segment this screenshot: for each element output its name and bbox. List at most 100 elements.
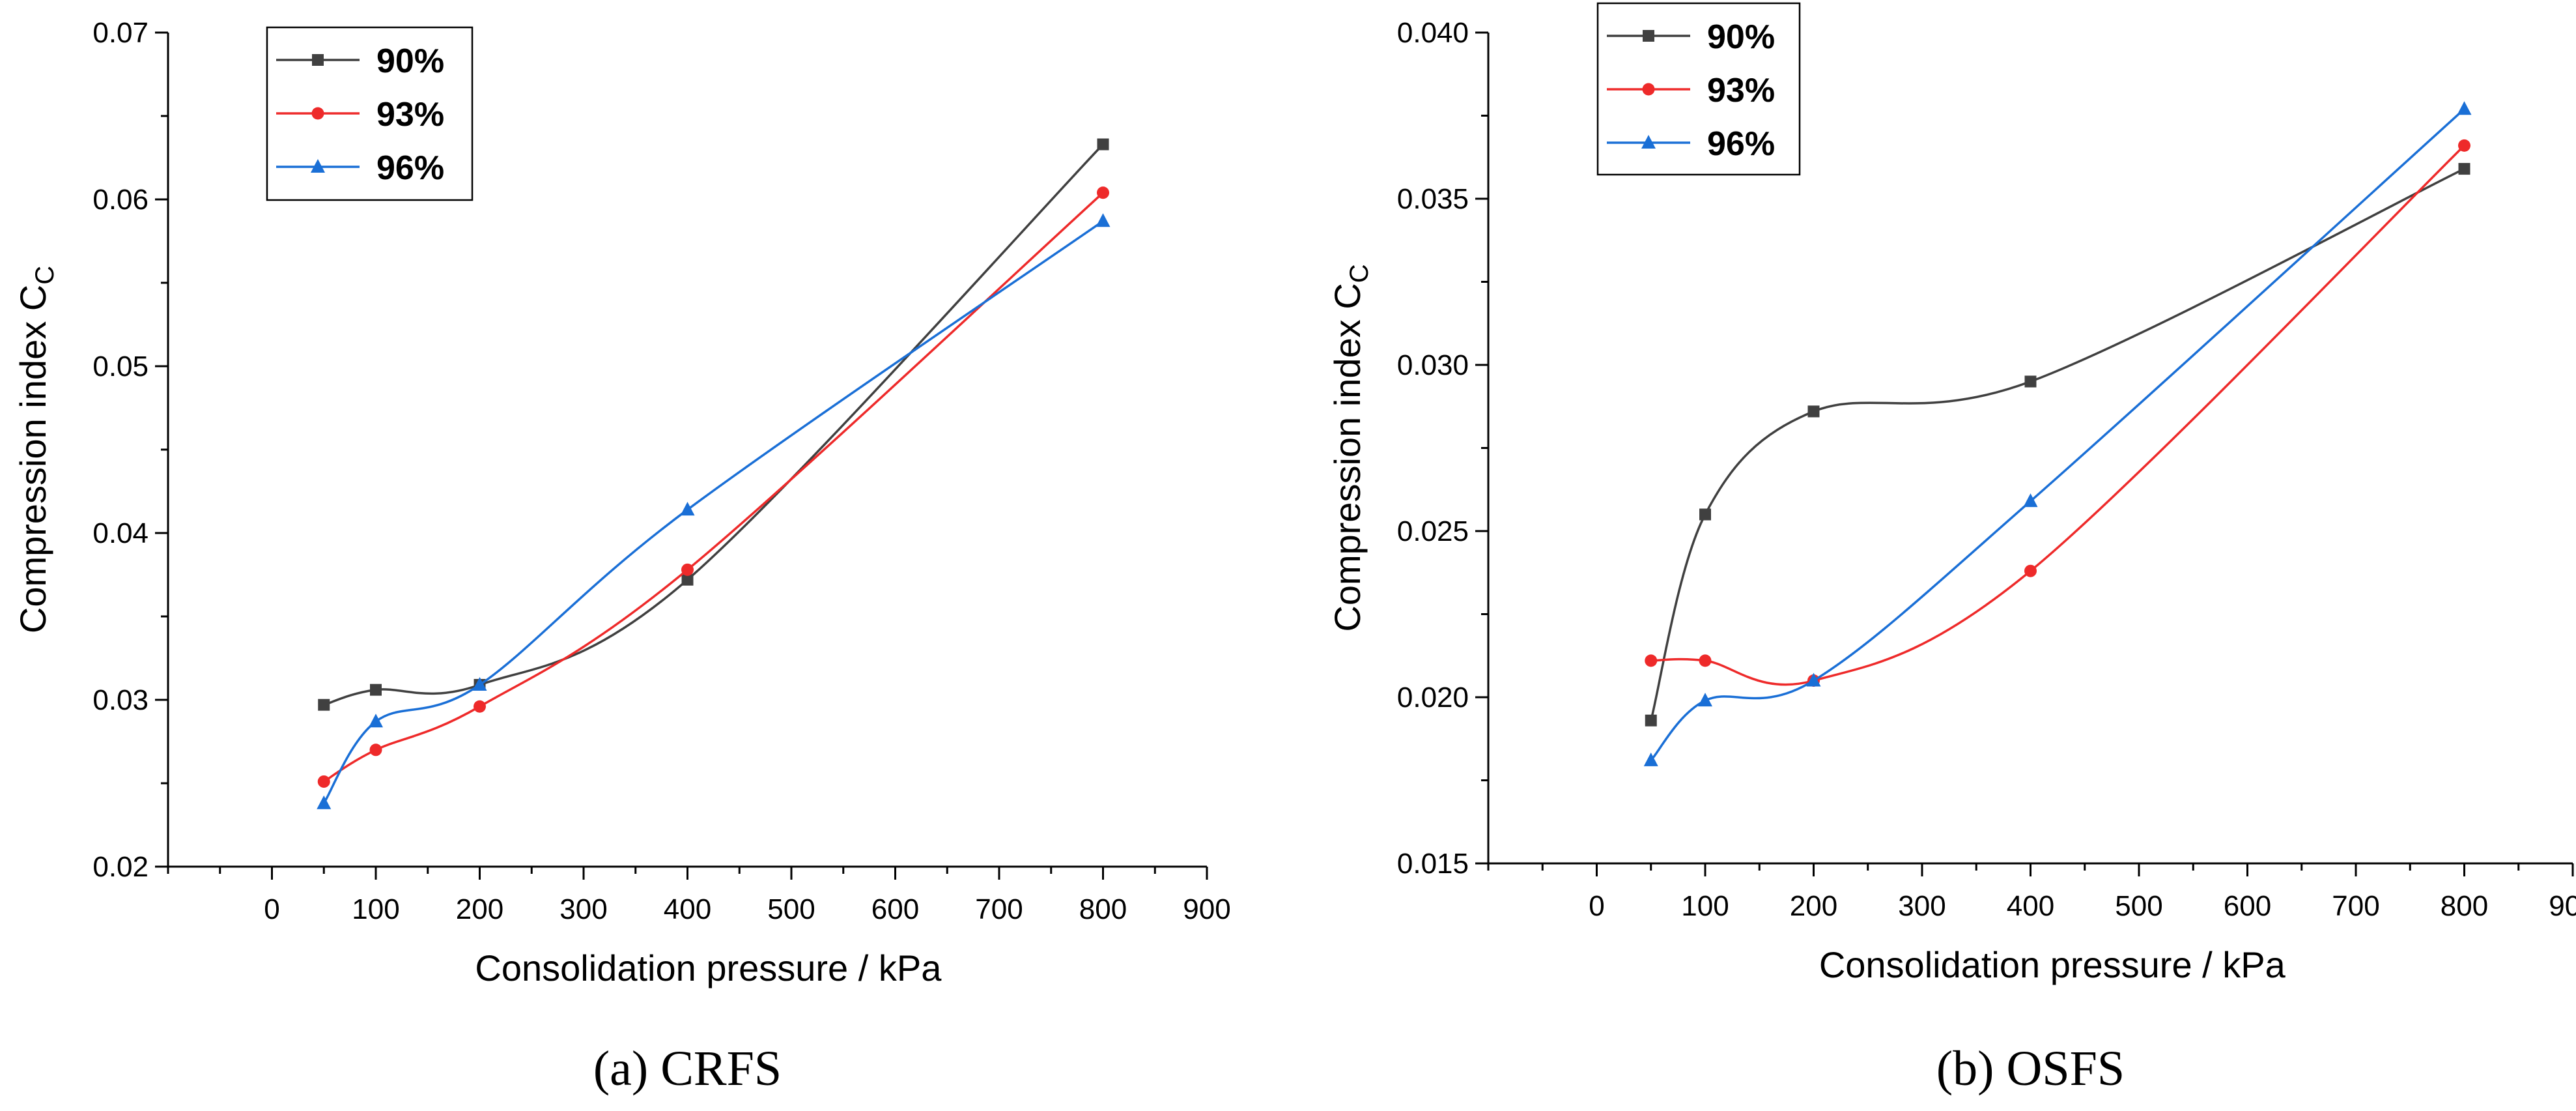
data-point (681, 563, 694, 576)
legend-entry: 90% (1607, 18, 1775, 56)
y-tick-label: 0.040 (1397, 17, 1469, 49)
data-point (1807, 405, 1820, 418)
legend-marker (1643, 30, 1654, 42)
y-tick-label: 0.05 (92, 351, 149, 382)
y-axis-title: Compression index CC (12, 266, 59, 633)
series-line (1650, 145, 2465, 686)
data-point (472, 676, 487, 691)
chart-panel-crfs: 0 100 200 300 400 500 600 700 800 900 0.02 0.03 0.04… (12, 17, 1231, 1096)
y-axis-title: Compression index CC (1327, 264, 1374, 631)
x-tick-label: 700 (2332, 890, 2379, 922)
series-96pct (1643, 101, 2472, 766)
x-tick-label: 200 (1790, 890, 1837, 922)
data-point (2023, 493, 2038, 508)
x-tick-label: 500 (2115, 890, 2162, 922)
legend-entry: 93% (276, 96, 444, 134)
data-point (1096, 213, 1111, 227)
data-point (680, 502, 695, 516)
x-tick-label: 500 (767, 893, 815, 925)
legend-entry: 96% (276, 149, 444, 187)
x-tick-label: 100 (1681, 890, 1729, 922)
data-point (1699, 508, 1711, 521)
legend-marker (1641, 135, 1656, 149)
x-tick-label: 900 (2549, 890, 2576, 922)
data-point (1698, 693, 1712, 707)
series-93pct (1645, 139, 2470, 687)
x-tick-label: 800 (2441, 890, 2488, 922)
x-axis-title: Consolidation pressure / kPa (475, 947, 942, 988)
series-line (1650, 167, 2465, 721)
data-point (369, 743, 382, 757)
y-tick-label: 0.020 (1397, 682, 1469, 714)
data-point (317, 795, 332, 809)
y-axis-title-main: Compression index C (12, 285, 53, 633)
x-tick-label: 700 (975, 893, 1023, 925)
x-tick-label: 0 (1589, 890, 1604, 922)
y-axis-title-subscript: C (31, 266, 59, 285)
x-tick-label: 600 (871, 893, 919, 925)
y-axis-title-main: Compression index C (1327, 283, 1368, 631)
x-tick-label: 0 (264, 893, 279, 925)
panel-caption: (a) CRFS (593, 1041, 782, 1096)
series-96pct (317, 213, 1111, 809)
x-tick-label: 600 (2224, 890, 2271, 922)
x-tick-label: 300 (1898, 890, 1946, 922)
legend-entry: 96% (1607, 125, 1775, 163)
y-tick-label: 0.015 (1397, 848, 1469, 880)
data-point (681, 573, 694, 586)
legend-label: 90% (1707, 18, 1775, 56)
series-90pct (1645, 163, 2470, 727)
series-93pct (317, 186, 1109, 788)
legend-marker (311, 107, 324, 120)
x-tick-label: 400 (2007, 890, 2054, 922)
x-tick-label: 300 (559, 893, 607, 925)
panel-caption: (b) OSFS (1936, 1041, 2125, 1096)
y-tick-label: 0.030 (1397, 349, 1469, 381)
legend-label: 96% (376, 149, 444, 187)
legend-label: 90% (376, 42, 444, 80)
y-axis-title-subscript: C (1345, 264, 1374, 283)
data-point (1643, 752, 1658, 766)
legend: 90% 93% 96% (266, 26, 474, 201)
x-axis-title: Consolidation pressure / kPa (1819, 944, 2286, 985)
data-point (370, 684, 382, 696)
series-line (323, 143, 1104, 706)
y-tick-label: 0.04 (92, 517, 149, 549)
data-point (1699, 654, 1712, 667)
series-90pct (318, 138, 1109, 711)
data-point (1097, 186, 1109, 199)
data-point (2457, 101, 2472, 115)
data-point (2024, 375, 2037, 388)
x-tick-label: 400 (664, 893, 711, 925)
y-tick-label: 0.025 (1397, 515, 1469, 547)
y-tick-label: 0.06 (92, 184, 149, 216)
y-tick-label: 0.02 (92, 851, 149, 883)
x-tick-label: 100 (352, 893, 399, 925)
data-point (369, 714, 383, 728)
data-point (1645, 654, 1658, 667)
legend-marker (311, 159, 325, 173)
data-point (1097, 138, 1109, 151)
data-point (474, 700, 486, 713)
chart-panel-osfs: 0 100 200 300 400 500 600 700 800 900 0.015 0.020 0.… (1327, 2, 2576, 1096)
data-point (1806, 672, 1821, 687)
legend-marker (1642, 83, 1655, 96)
legend-marker (312, 54, 324, 66)
legend: 90% 93% 96% (1596, 2, 1801, 176)
legend-label: 93% (1707, 72, 1775, 109)
x-tick-label: 800 (1079, 893, 1127, 925)
data-point (318, 699, 330, 711)
legend-label: 93% (376, 96, 444, 134)
y-tick-label: 0.035 (1397, 183, 1469, 215)
legend-label: 96% (1707, 125, 1775, 163)
y-tick-label: 0.03 (92, 684, 149, 716)
legend-entry: 90% (276, 42, 444, 80)
x-tick-label: 900 (1183, 893, 1230, 925)
data-point (317, 775, 330, 788)
data-point (1645, 714, 1657, 727)
data-point (2458, 163, 2470, 175)
legend-entry: 93% (1607, 72, 1775, 109)
x-tick-label: 200 (456, 893, 503, 925)
data-point (2458, 139, 2470, 152)
y-tick-label: 0.07 (92, 17, 149, 49)
